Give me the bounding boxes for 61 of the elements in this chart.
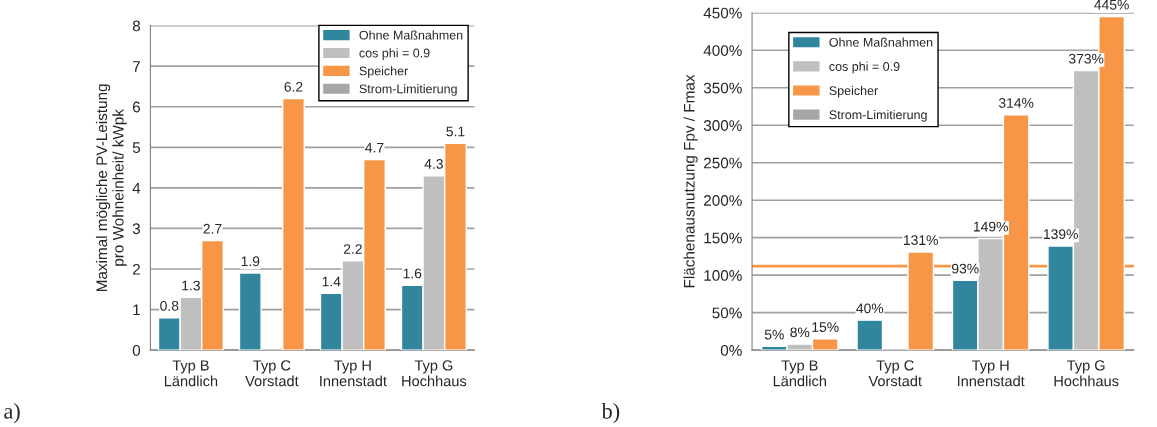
data-label: 373% bbox=[1068, 53, 1104, 64]
legend-label: Speicher bbox=[359, 66, 409, 78]
data-label: 5% bbox=[764, 329, 784, 340]
data-label: 40% bbox=[856, 303, 884, 314]
y-tick-label: 2 bbox=[132, 263, 140, 275]
y-tick-label: 150% bbox=[704, 232, 742, 244]
data-label: 6.2 bbox=[284, 81, 303, 92]
y-tick-label: 400% bbox=[703, 45, 742, 56]
y-tick-label: 8 bbox=[132, 20, 141, 32]
x-tick-label: Typ B Ländlich bbox=[164, 360, 218, 387]
y-tick-label: 350% bbox=[703, 82, 742, 94]
text: b) bbox=[601, 403, 620, 424]
data-label: 149% bbox=[973, 221, 1008, 232]
data-label: 1.4 bbox=[322, 276, 341, 287]
x-tick-label: Typ H Innenstadt bbox=[957, 360, 1025, 387]
data-label: 5.1 bbox=[446, 126, 465, 137]
y-tick-label: 1 bbox=[133, 304, 140, 316]
y-tick-label: 6 bbox=[132, 101, 141, 113]
y-tick-label: 50% bbox=[712, 307, 742, 319]
y-tick-label: 3 bbox=[132, 223, 141, 235]
y-tick-label: 5 bbox=[132, 142, 141, 153]
legend-label: Ohne Maßnahmen bbox=[359, 30, 463, 40]
legend-label: cos phi = 0.9 bbox=[359, 48, 430, 60]
text: a) bbox=[4, 403, 20, 424]
y-tick-label: 0% bbox=[720, 345, 742, 356]
x-tick-label: Typ B Ländlich bbox=[773, 360, 826, 387]
y-tick-label: 300% bbox=[703, 120, 742, 131]
y-tick-label: 4 bbox=[132, 182, 141, 194]
data-label: 0.8 bbox=[160, 300, 179, 311]
y-axis-title: Flächenausnutzung Fpv / Fmax bbox=[683, 74, 698, 288]
data-label: 139% bbox=[1043, 229, 1078, 240]
data-label: 2.2 bbox=[343, 244, 362, 254]
data-label: 93% bbox=[951, 263, 979, 274]
x-tick-label: Typ C Vorstadt bbox=[868, 360, 922, 387]
x-tick-label: Typ C Vorstadt bbox=[245, 360, 299, 387]
data-label: 4.7 bbox=[365, 142, 384, 153]
x-tick-label: Typ G Hochhaus bbox=[402, 360, 467, 387]
data-label: 4.3 bbox=[424, 158, 443, 169]
legend-label: Speicher bbox=[829, 85, 878, 98]
x-tick-label: Typ H Innenstadt bbox=[320, 360, 387, 387]
data-label: 15% bbox=[812, 322, 839, 332]
data-label: 2.7 bbox=[203, 223, 222, 234]
legend-label: Strom-Limitierung bbox=[829, 110, 927, 122]
y-tick-label: 250% bbox=[704, 157, 742, 169]
data-label: 8% bbox=[790, 327, 810, 338]
y-tick-label: 200% bbox=[704, 195, 742, 206]
data-label: 131% bbox=[903, 235, 938, 246]
y-axis-title: Maximal mögliche PV-Leistung pro Wohneinheit/ kWpk bbox=[95, 84, 127, 292]
y-tick-label: 100% bbox=[704, 270, 742, 281]
data-label: 1.6 bbox=[403, 268, 422, 279]
y-tick-label: 450% bbox=[703, 7, 742, 19]
legend-label: cos phi = 0.9 bbox=[829, 61, 900, 74]
data-label: 314% bbox=[998, 98, 1034, 108]
data-label: 1.9 bbox=[241, 256, 260, 267]
x-tick-label: Typ G Hochhaus bbox=[1054, 360, 1119, 387]
data-label: 1.3 bbox=[182, 280, 200, 291]
legend-label: Strom-Limitierung bbox=[359, 84, 457, 96]
legend-label: Ohne Maßnahmen bbox=[829, 37, 933, 47]
data-label: 445% bbox=[1094, 0, 1129, 10]
y-tick-label: 7 bbox=[132, 61, 140, 72]
y-tick-label: 0 bbox=[132, 345, 141, 356]
